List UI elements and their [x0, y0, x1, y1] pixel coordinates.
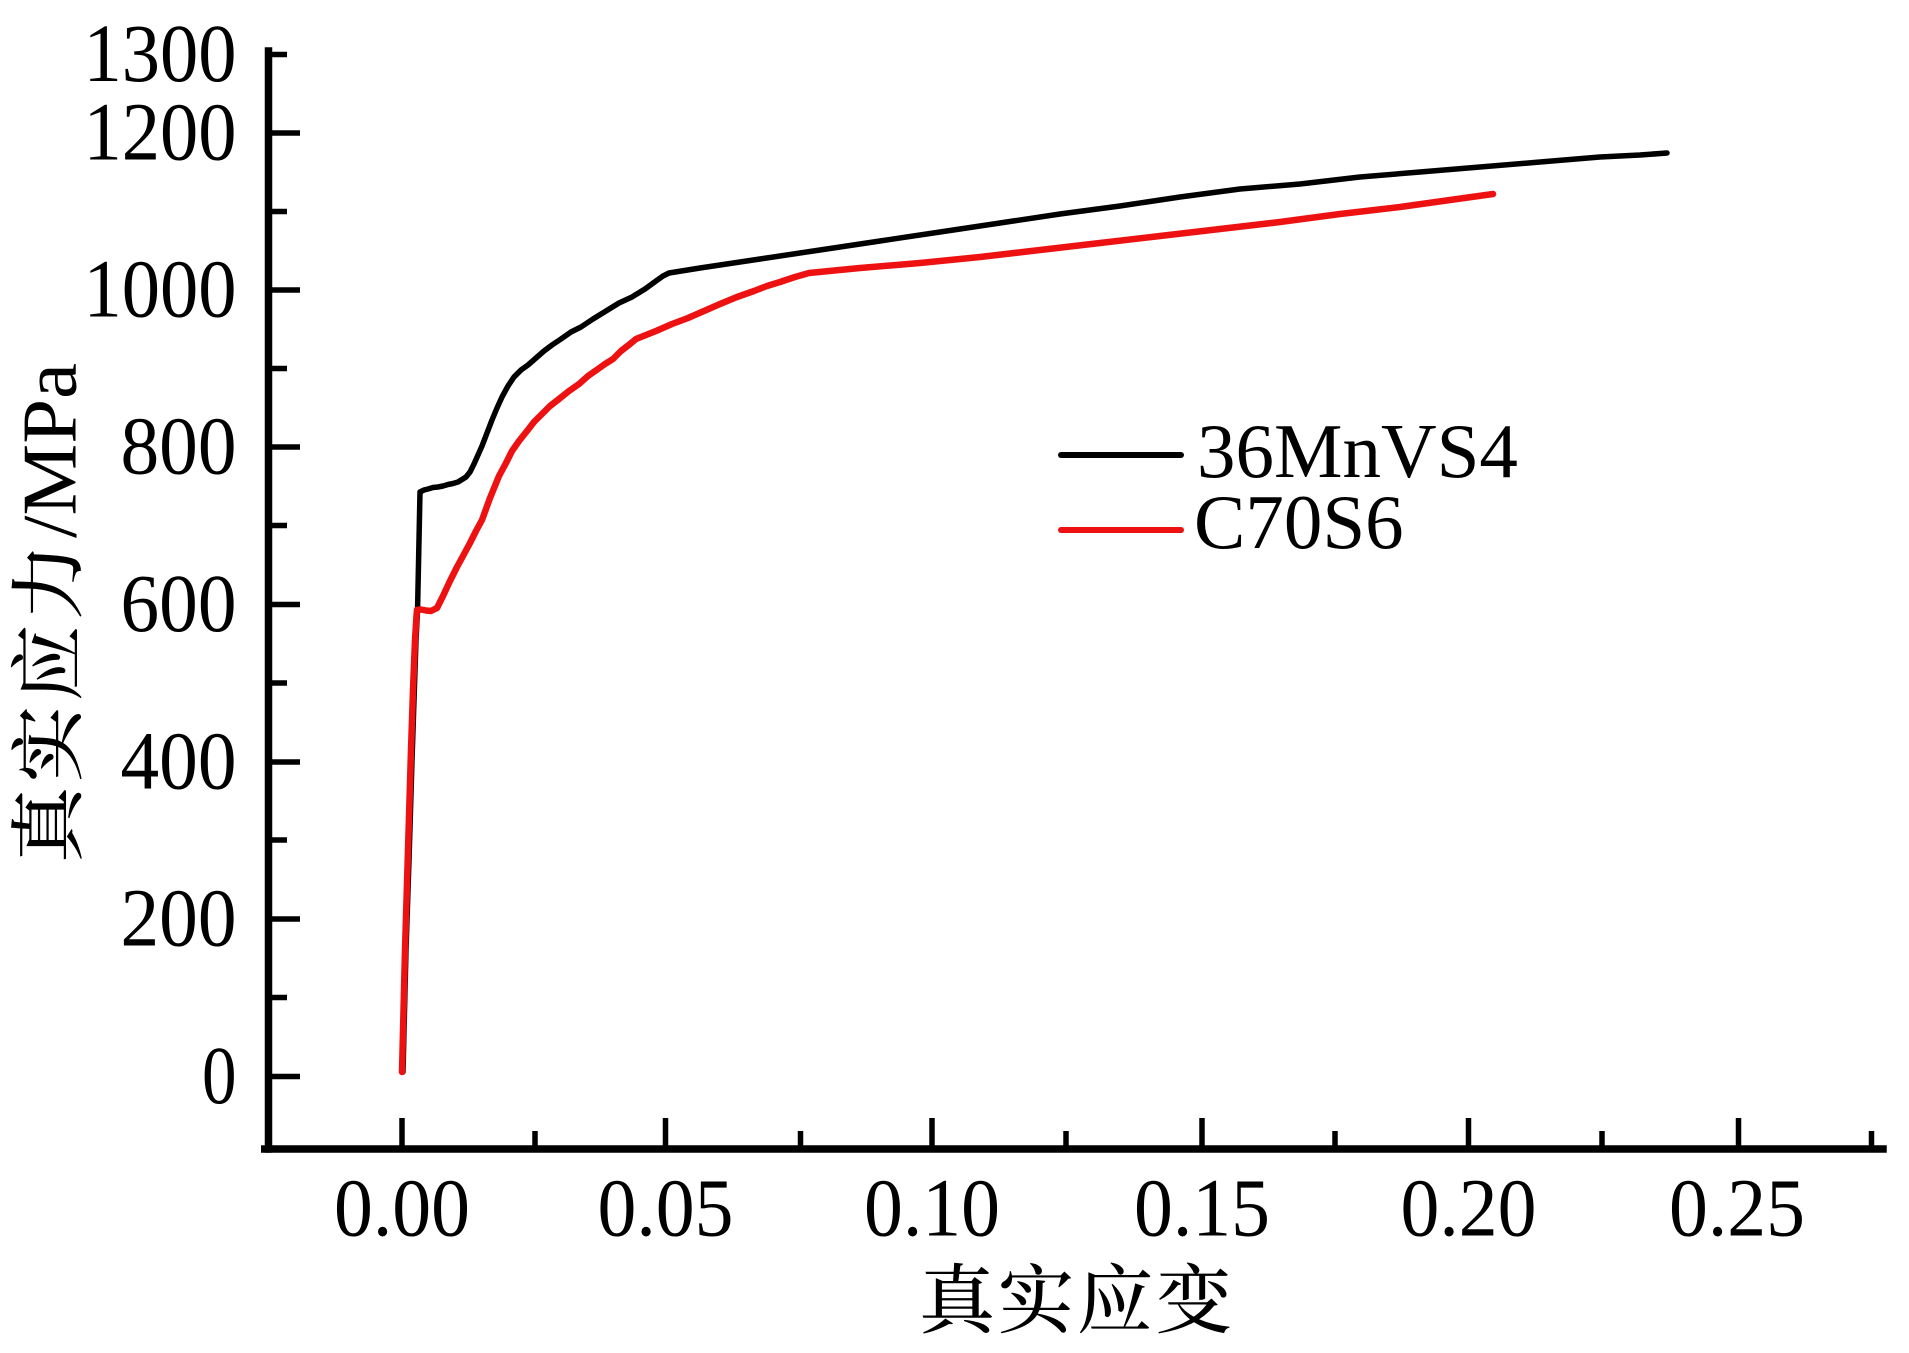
svg-text:200: 200 — [121, 872, 237, 964]
svg-text:0.25: 0.25 — [1669, 1162, 1805, 1254]
svg-text:1200: 1200 — [84, 86, 237, 178]
svg-text:0.05: 0.05 — [598, 1162, 734, 1254]
svg-text:0.10: 0.10 — [864, 1162, 1000, 1254]
svg-text:0.00: 0.00 — [334, 1162, 470, 1254]
svg-text:800: 800 — [121, 400, 237, 492]
svg-text:36MnVS4: 36MnVS4 — [1197, 408, 1518, 494]
svg-text:400: 400 — [121, 715, 237, 807]
svg-text:0.15: 0.15 — [1134, 1162, 1270, 1254]
svg-text:C70S6: C70S6 — [1194, 479, 1404, 565]
svg-text:1000: 1000 — [84, 243, 237, 335]
svg-text:1300: 1300 — [84, 7, 237, 99]
svg-text:0: 0 — [202, 1029, 237, 1121]
svg-text:/MPa: /MPa — [6, 363, 92, 538]
svg-text:0.20: 0.20 — [1401, 1162, 1537, 1254]
svg-text:600: 600 — [121, 557, 237, 649]
